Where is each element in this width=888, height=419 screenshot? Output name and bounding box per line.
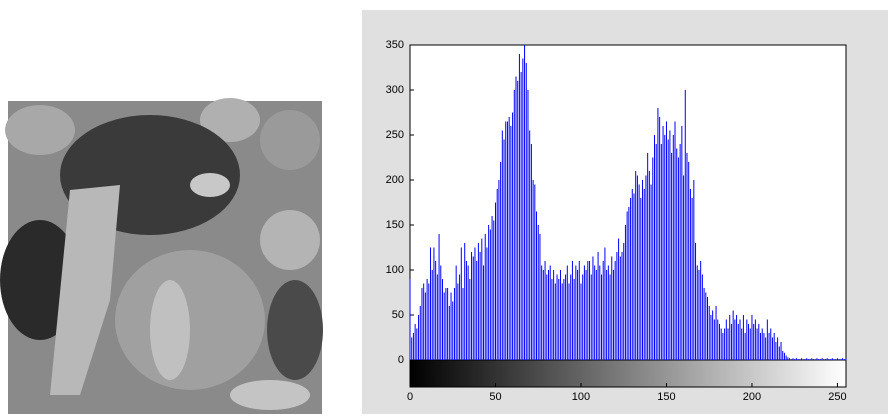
x-tick-label: 0: [407, 391, 413, 403]
colorbar: [409, 359, 847, 388]
y-tick-label: 100: [386, 264, 404, 276]
peppers-image: [0, 98, 323, 414]
y-tick-label: 0: [398, 354, 404, 366]
y-tick-label: 50: [392, 309, 404, 321]
x-tick-label: 250: [828, 391, 846, 403]
y-tick-label: 250: [386, 129, 404, 141]
y-tick-label: 350: [386, 39, 404, 51]
y-tick-label: 150: [386, 219, 404, 231]
y-tick-label: 300: [386, 84, 404, 96]
x-tick-label: 200: [743, 391, 761, 403]
x-tick-label: 150: [657, 391, 675, 403]
axes: [409, 44, 847, 361]
x-tick-label: 100: [572, 391, 590, 403]
y-tick-label: 200: [386, 174, 404, 186]
x-tick-label: 50: [489, 391, 501, 403]
